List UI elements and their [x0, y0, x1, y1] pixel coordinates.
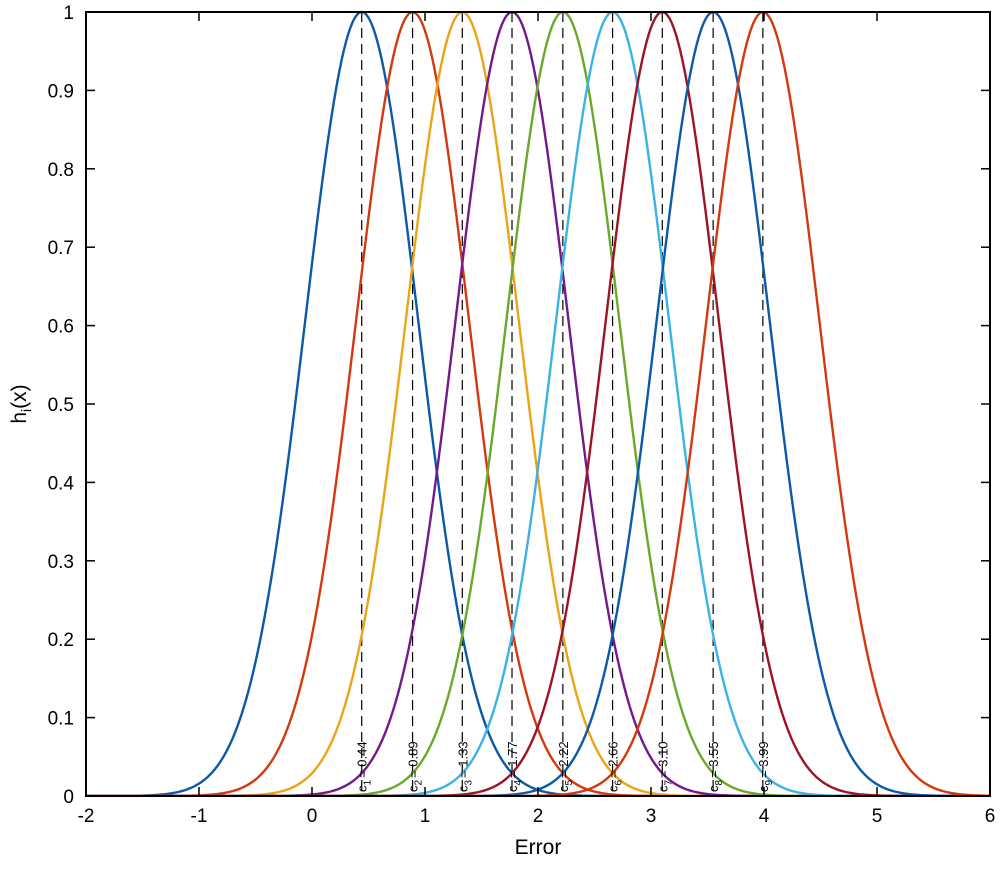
x-tick-label: 0: [307, 806, 318, 827]
x-tick-label: 3: [646, 806, 657, 827]
x-tick-label: -2: [78, 806, 95, 827]
axes: -2 -1 0 1 2 3 4 5 6 0 0.1 0.2 0.3 0.4 0.5 0.6 0.7 0.8 0.9 1: [48, 3, 996, 827]
y-tick-label: 0.1: [48, 709, 74, 730]
x-tick-label: 6: [985, 806, 996, 827]
x-tick-label: 4: [759, 806, 770, 827]
x-tick-label: 2: [533, 806, 544, 827]
y-tick-label: 0.4: [48, 473, 75, 494]
y-tick-label: 0.6: [48, 317, 74, 338]
y-tick-label: 0.2: [48, 630, 74, 651]
x-tick-label: 1: [420, 806, 431, 827]
center-label-2: c2= 0.89: [406, 741, 425, 792]
series-curve-5: [86, 10, 990, 796]
x-axis-title: Error: [515, 836, 562, 859]
axes-box: [85, 11, 991, 797]
center-label-4: c4= 1.77: [505, 741, 524, 792]
center-label-7: c7= 3.10: [655, 741, 674, 792]
series-curve-3: [86, 10, 990, 796]
x-tick-label: -1: [191, 806, 208, 827]
series-curve-9: [86, 10, 990, 796]
y-tick-label: 1: [63, 3, 74, 24]
series-curve-4: [86, 10, 990, 796]
center-label-5: c5= 2.22: [556, 741, 575, 792]
center-label-3: c3= 1.33: [455, 741, 474, 792]
y-axis-title: hi(x): [8, 384, 34, 423]
y-tick-label: 0: [63, 787, 74, 808]
series-curve-1: [86, 10, 990, 796]
series-curve-8: [86, 10, 990, 796]
y-tick-label: 0.7: [48, 238, 74, 259]
plot-area: c1= 0.44 c2= 0.89 c3= 1.33 c4= 1.77 c5= 2.22…: [86, 10, 990, 796]
series-curve-7: [86, 10, 990, 796]
y-axis-title-main: h: [8, 412, 31, 424]
y-axis-title-suffix: (x): [8, 384, 31, 409]
center-label-6: c6= 2.66: [606, 741, 625, 792]
center-label-8: c8= 3.55: [706, 741, 725, 792]
y-tick-label: 0.8: [48, 160, 74, 181]
y-axis-title-subscript: i: [18, 409, 34, 412]
y-tick-label: 0.3: [48, 552, 74, 573]
y-tick-label: 0.9: [48, 81, 74, 102]
y-tick-label: 0.5: [48, 395, 74, 416]
x-tick-label: 5: [872, 806, 883, 827]
series-curve-6: [86, 10, 990, 796]
series-curve-2: [86, 10, 990, 796]
center-label-1: c1= 0.44: [355, 741, 374, 792]
center-label-9: c9= 3.99: [756, 741, 775, 792]
